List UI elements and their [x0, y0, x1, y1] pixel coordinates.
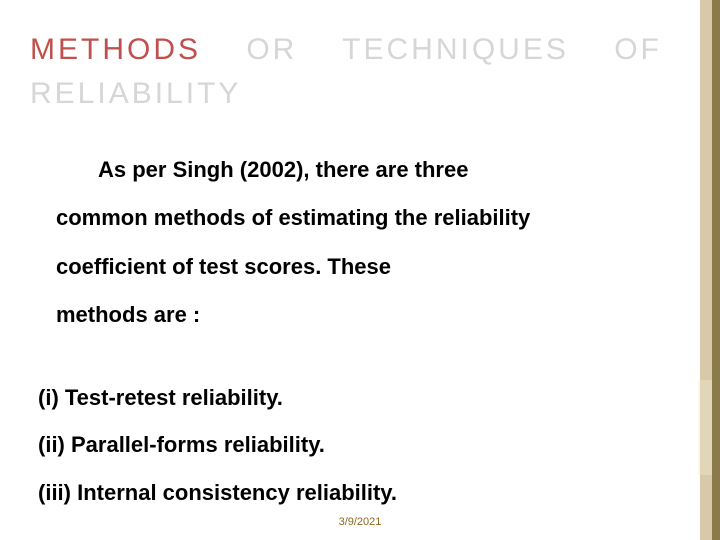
- title-word-3: TECHNIQUES: [342, 33, 569, 66]
- title-word-2: OR: [246, 33, 297, 66]
- list-item: (iii) Internal consistency reliability.: [38, 469, 397, 516]
- slide-title: METHODS OR TECHNIQUES OF RELIABILITY: [30, 28, 670, 115]
- corner-decoration: [698, 380, 712, 475]
- side-decoration-inner: [712, 0, 720, 540]
- list-item: (ii) Parallel-forms reliability.: [38, 421, 397, 468]
- list-item: (i) Test-retest reliability.: [38, 374, 397, 421]
- title-word-4: OF: [614, 33, 662, 66]
- body-line-4: methods are :: [38, 291, 678, 339]
- methods-list: (i) Test-retest reliability. (ii) Parall…: [38, 374, 397, 516]
- body-paragraph: As per Singh (2002), there are three com…: [38, 146, 678, 340]
- title-word-5: RELIABILITY: [30, 77, 241, 110]
- body-line-1: As per Singh (2002), there are three: [38, 146, 678, 194]
- footer-date: 3/9/2021: [0, 516, 720, 528]
- body-line-2: common methods of estimating the reliabi…: [38, 194, 678, 242]
- body-line-3: coefficient of test scores. These: [38, 243, 678, 291]
- title-word-1: METHODS: [30, 33, 201, 66]
